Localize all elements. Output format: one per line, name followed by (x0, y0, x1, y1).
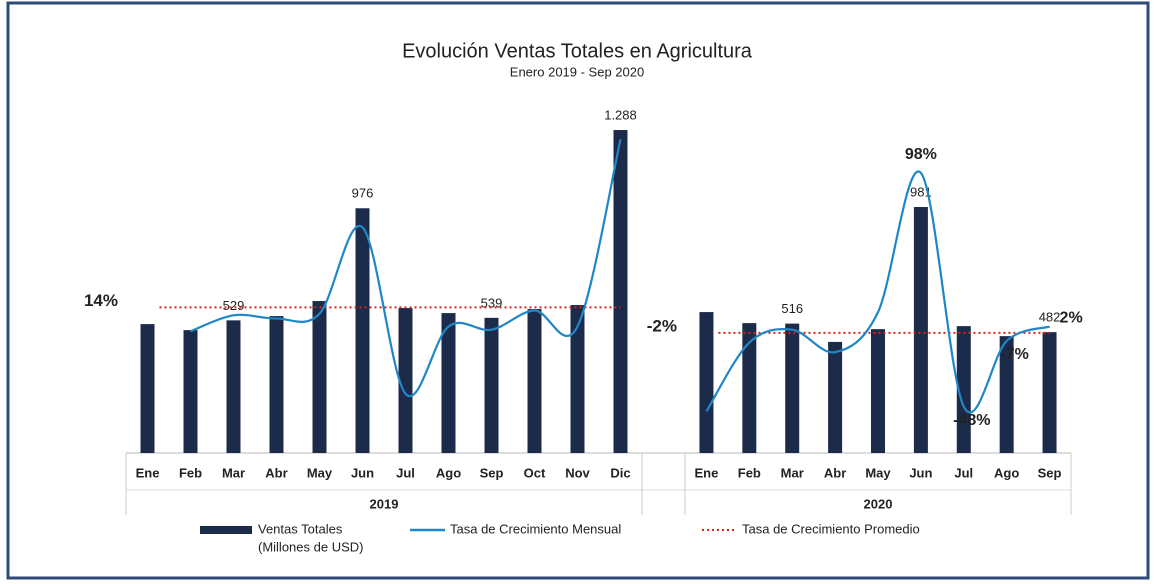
growth-label: -7% (1000, 346, 1028, 363)
bar (785, 323, 800, 453)
group-label: 2019 (370, 496, 399, 511)
bar (140, 324, 155, 453)
average-label: -2% (647, 316, 677, 335)
bar (1042, 332, 1057, 453)
bar (226, 320, 241, 453)
x-tick-label: Jul (954, 465, 973, 480)
x-tick-label: Mar (222, 465, 245, 480)
x-tick-label: Nov (565, 465, 590, 480)
growth-line (705, 170, 1050, 414)
growth-label: 98% (905, 146, 937, 163)
legend-label: Tasa de Crecimiento Mensual (450, 521, 621, 536)
bar (570, 305, 585, 453)
bar (398, 308, 413, 453)
bar (956, 326, 971, 453)
x-tick-label: Ago (436, 465, 461, 480)
x-tick-label: Abr (265, 465, 287, 480)
legend-note: (Millones de USD) (258, 539, 363, 554)
bar (871, 329, 885, 453)
bar (828, 341, 843, 453)
growth-label: 2% (1060, 310, 1083, 327)
x-tick-label: Jun (909, 465, 932, 480)
bar (441, 313, 456, 453)
x-tick-label: Oct (524, 465, 546, 480)
bar (699, 312, 714, 453)
bar-label: 529 (223, 298, 245, 313)
bar-label: 1.288 (604, 107, 637, 122)
x-tick-label: Ago (994, 465, 1019, 480)
bar (913, 207, 928, 453)
bar-label: 516 (781, 301, 803, 316)
legend-label: Ventas Totales (258, 521, 343, 536)
x-tick-label: Abr (824, 465, 846, 480)
average-label: 14% (84, 291, 118, 310)
x-tick-label: Sep (1038, 465, 1062, 480)
frame (6, 1, 1150, 580)
x-tick-label: Jun (351, 465, 374, 480)
bar (312, 301, 327, 453)
x-tick-label: Sep (480, 465, 504, 480)
x-tick-label: Dic (610, 465, 630, 480)
chart-title: Evolución Ventas Totales en Agricultura (402, 40, 753, 62)
bar-label: 482 (1039, 310, 1061, 325)
x-tick-label: Mar (781, 465, 804, 480)
bar (999, 336, 1014, 453)
group-label: 2020 (864, 496, 893, 511)
bar (355, 208, 370, 453)
bar (527, 309, 542, 453)
bar (484, 317, 499, 453)
legend-label: Tasa de Crecimiento Promedio (742, 521, 920, 536)
growth-line (190, 138, 622, 398)
x-tick-label: May (865, 465, 891, 480)
bar-label: 976 (352, 186, 374, 201)
growth-label: -48% (953, 412, 990, 429)
x-tick-label: May (307, 465, 333, 480)
x-tick-label: Jul (396, 465, 415, 480)
x-tick-label: Feb (179, 465, 202, 480)
chart-subtitle: Enero 2019 - Sep 2020 (510, 64, 644, 79)
x-tick-label: Ene (136, 465, 160, 480)
bar (613, 130, 628, 453)
legend-swatch (200, 526, 252, 534)
bar (183, 330, 198, 453)
bar (742, 323, 757, 453)
x-tick-label: Ene (695, 465, 719, 480)
x-tick-label: Feb (738, 465, 761, 480)
bar (269, 316, 284, 453)
